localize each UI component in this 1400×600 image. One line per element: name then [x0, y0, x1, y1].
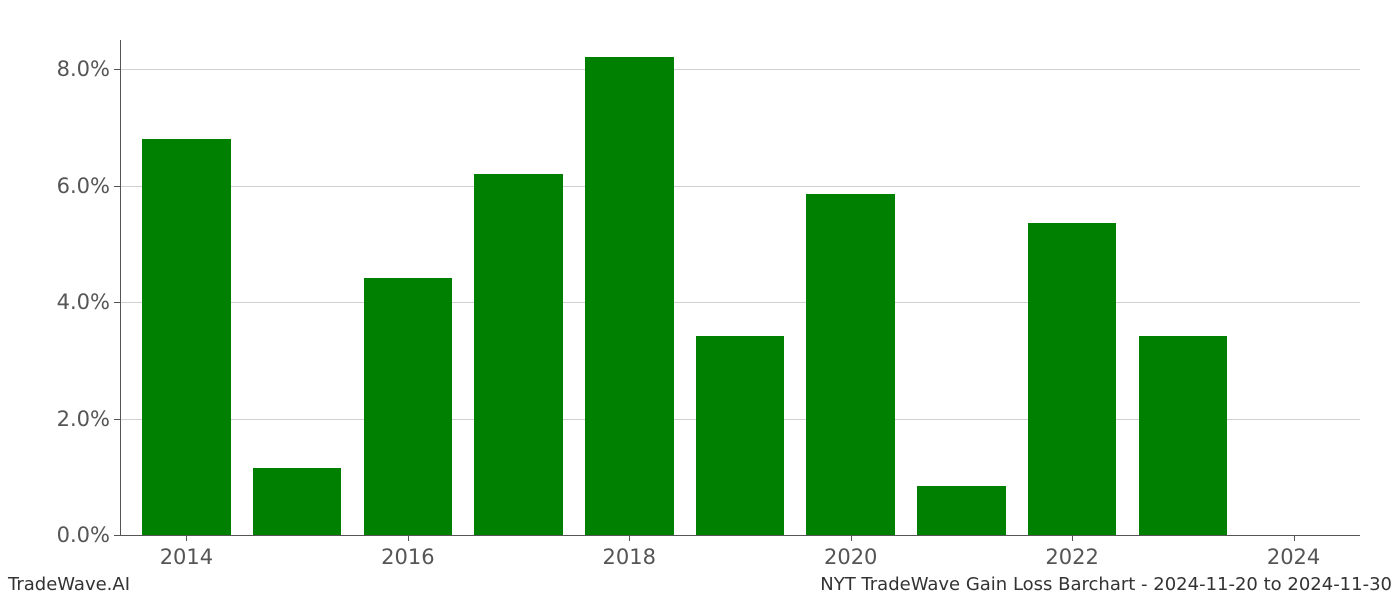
ytick-label: 4.0%	[57, 290, 110, 314]
xtick-label: 2024	[1267, 545, 1320, 569]
bar	[474, 174, 563, 535]
bar	[1139, 336, 1228, 535]
ytick-label: 8.0%	[57, 57, 110, 81]
ytick-label: 0.0%	[57, 523, 110, 547]
bars-layer	[120, 40, 1360, 535]
xtick-label: 2022	[1045, 545, 1098, 569]
ytick-label: 2.0%	[57, 407, 110, 431]
bar	[806, 194, 895, 535]
bar	[585, 57, 674, 535]
plot-area	[120, 40, 1360, 535]
footer-brand: TradeWave.AI	[8, 574, 130, 595]
bar	[1028, 223, 1117, 535]
bar	[696, 336, 785, 535]
bar	[253, 468, 342, 535]
xtick-label: 2014	[160, 545, 213, 569]
footer-caption: NYT TradeWave Gain Loss Barchart - 2024-…	[820, 574, 1392, 595]
bar	[142, 139, 231, 535]
bar	[364, 278, 453, 535]
x-axis-spine	[120, 535, 1360, 536]
bar	[917, 486, 1006, 536]
xtick-label: 2020	[824, 545, 877, 569]
ytick-label: 6.0%	[57, 174, 110, 198]
xtick-label: 2018	[603, 545, 656, 569]
gain-loss-barchart: 0.0% 2.0% 4.0% 6.0% 8.0% 2014 2016 2018 2020 202…	[0, 0, 1400, 600]
xtick-label: 2016	[381, 545, 434, 569]
y-axis-spine	[120, 40, 121, 535]
